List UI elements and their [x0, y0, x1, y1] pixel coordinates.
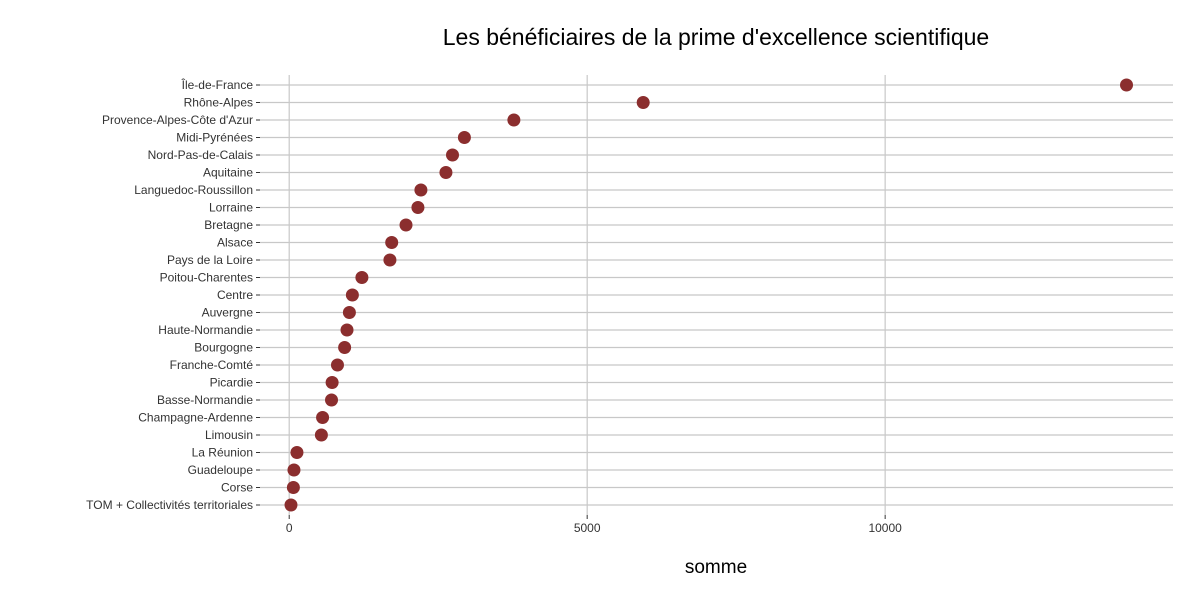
y-tick-label: Aquitaine: [203, 166, 253, 180]
y-tick-label: Picardie: [210, 376, 254, 390]
y-tick-label: Corse: [221, 481, 253, 495]
data-point: [325, 393, 339, 407]
y-tick-label: Midi-Pyrénées: [176, 131, 253, 145]
y-tick-label: Provence-Alpes-Côte d'Azur: [102, 113, 253, 127]
x-tick-label: 0: [286, 521, 293, 535]
y-tick-label: Centre: [217, 288, 253, 302]
data-point: [385, 236, 399, 249]
y-tick-label: Limousin: [205, 428, 253, 442]
data-point: [439, 166, 453, 179]
y-tick-label: Pays de la Loire: [167, 253, 253, 267]
data-point: [399, 218, 413, 232]
data-point: [284, 498, 298, 512]
y-tick-label: Haute-Normandie: [158, 323, 253, 337]
data-point: [325, 376, 339, 389]
data-point: [286, 481, 300, 494]
data-point: [457, 131, 471, 144]
y-tick-label: Alsace: [217, 236, 253, 250]
data-point: [330, 358, 344, 372]
y-tick-label: La Réunion: [192, 446, 253, 460]
data-point: [316, 411, 330, 424]
data-point: [383, 253, 397, 267]
data-point: [411, 201, 425, 214]
data-point: [414, 183, 428, 197]
y-tick-label: Nord-Pas-de-Calais: [148, 148, 253, 162]
chart-title: Les bénéficiaires de la prime d'excellen…: [443, 24, 989, 50]
data-point: [314, 428, 328, 442]
data-point: [338, 341, 352, 354]
data-point: [445, 148, 459, 162]
data-point: [287, 463, 301, 477]
y-tick-label: Bourgogne: [194, 341, 253, 355]
data-point: [355, 271, 369, 284]
x-tick-label: 5000: [574, 521, 601, 535]
y-tick-label: Rhône-Alpes: [184, 96, 253, 110]
y-tick-label: Languedoc-Roussillon: [134, 183, 253, 197]
y-tick-label: Franche-Comté: [170, 358, 254, 372]
y-tick-label: Poitou-Charentes: [160, 271, 253, 285]
grid-layer: [260, 75, 1173, 515]
data-point: [340, 323, 354, 337]
tick-layer: 0 5000 10000 Île-de-France Rhône-Alpes Proven…: [86, 77, 902, 535]
data-point: [1120, 78, 1134, 92]
y-tick-label: Guadeloupe: [188, 463, 254, 477]
y-tick-label: Basse-Normandie: [157, 393, 253, 407]
y-tick-label: Lorraine: [209, 201, 253, 215]
y-tick-label: TOM + Collectivités territoriales: [86, 498, 253, 512]
x-tick-label: 10000: [868, 521, 902, 535]
data-point: [290, 446, 304, 459]
y-tick-label: Île-de-France: [181, 77, 254, 92]
data-point: [342, 306, 356, 319]
point-layer: [284, 78, 1134, 512]
data-point: [507, 113, 521, 127]
data-point: [636, 96, 650, 109]
y-tick-label: Auvergne: [202, 306, 254, 320]
y-tick-label: Bretagne: [204, 218, 253, 232]
x-axis-label: somme: [685, 557, 747, 578]
y-tick-label: Champagne-Ardenne: [138, 411, 253, 425]
data-point: [345, 288, 359, 302]
